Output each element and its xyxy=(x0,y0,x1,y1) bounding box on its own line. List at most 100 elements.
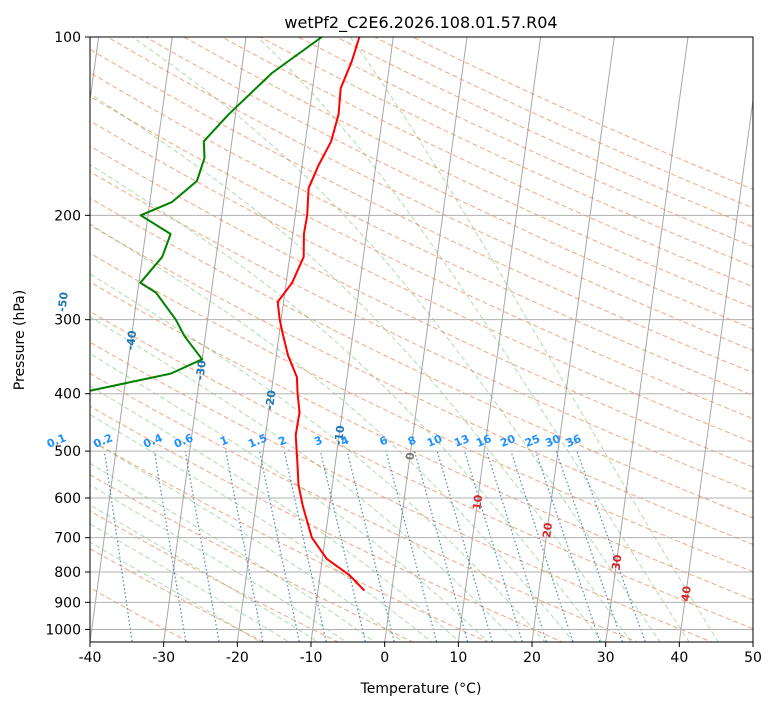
x-tick-label: 40 xyxy=(670,650,688,666)
isotherm-label: 30 xyxy=(610,553,625,570)
dry-adiabat xyxy=(90,95,753,420)
x-tick-label: -20 xyxy=(226,650,249,666)
y-axis-label: Pressure (hPa) xyxy=(12,290,28,390)
dry-adiabat xyxy=(90,587,190,642)
dry-adiabat xyxy=(90,72,753,396)
y-tick-label: 700 xyxy=(54,531,81,547)
x-tick-label: 20 xyxy=(523,650,541,666)
mixing-ratio-label: 13 xyxy=(452,432,471,450)
y-tick-label: 100 xyxy=(54,30,81,46)
mixing-ratio-line xyxy=(535,450,601,642)
dry-adiabat xyxy=(90,224,753,545)
background-lines xyxy=(58,37,753,649)
moist-adiabat xyxy=(349,37,719,642)
mixing-ratio-line xyxy=(103,451,133,642)
grid-lines xyxy=(90,37,753,642)
chart-title: wetPf2_C2E6.2026.108.01.57.R04 xyxy=(284,13,557,33)
moist-adiabat xyxy=(131,37,661,642)
moist-adiabat xyxy=(256,37,690,642)
x-tick-label: 10 xyxy=(449,650,467,666)
isotherm-label: -40 xyxy=(124,329,140,351)
x-axis-label: Temperature (°C) xyxy=(360,681,482,697)
isotherm xyxy=(752,638,753,642)
isotherm xyxy=(384,37,468,642)
isotherm xyxy=(90,37,100,104)
x-tick-label: 50 xyxy=(744,650,762,666)
y-tick-label: 800 xyxy=(54,565,81,581)
dry-adiabat xyxy=(144,37,753,330)
mixing-ratio-label: 8 xyxy=(406,434,418,449)
isotherm-label: -50 xyxy=(55,291,71,313)
dry-adiabat xyxy=(90,171,753,493)
mixing-ratio-line xyxy=(184,450,220,642)
isotherm xyxy=(310,37,394,642)
isotherm xyxy=(457,37,542,642)
y-tick-label: 1000 xyxy=(45,622,81,638)
y-tick-label: 200 xyxy=(54,208,81,224)
line-labels: -100-90-80-70-60-50-40-30-20-10010203040… xyxy=(0,251,694,602)
mixing-ratio-line xyxy=(258,450,301,642)
dry-adiabat xyxy=(90,474,415,642)
moist-adiabat xyxy=(90,93,632,642)
isotherm-label: -20 xyxy=(263,389,279,411)
isotherm-label: 10 xyxy=(470,494,485,511)
x-tick-label: -10 xyxy=(300,650,323,666)
dry-adiabat xyxy=(90,548,265,642)
mixing-ratio-label: 30 xyxy=(543,432,562,450)
isotherm xyxy=(605,37,689,642)
isotherm xyxy=(90,37,173,642)
mixing-ratio-line xyxy=(225,450,264,642)
isotherm-label: 40 xyxy=(679,585,694,602)
mixing-ratio-line xyxy=(283,450,327,642)
isotherm-label: 0 xyxy=(403,451,417,461)
mixing-ratio-line xyxy=(486,450,548,642)
moist-adiabat xyxy=(90,385,461,642)
dry-adiabat xyxy=(90,341,714,642)
moist-adiabat xyxy=(90,484,348,642)
dry-adiabat xyxy=(90,439,489,642)
isotherm-label: 20 xyxy=(540,521,555,538)
isotherm-label: -30 xyxy=(193,359,209,381)
dry-adiabat xyxy=(90,373,639,642)
dry-adiabat xyxy=(90,145,753,468)
plot-frame xyxy=(89,36,754,643)
temperature-profile xyxy=(276,37,366,592)
mixing-ratio-line xyxy=(464,450,523,642)
mixing-ratio-line xyxy=(576,450,646,642)
mixing-ratio-label: 3 xyxy=(312,434,324,449)
dry-adiabat xyxy=(90,48,753,374)
plot-background xyxy=(90,37,753,642)
moist-adiabat xyxy=(90,439,404,642)
dry-adiabat xyxy=(90,310,753,630)
moist-adiabat xyxy=(90,353,489,642)
x-tick-label: 30 xyxy=(597,650,615,666)
dry-adiabat xyxy=(106,37,753,352)
mixing-ratio-label: 2 xyxy=(276,434,288,449)
mixing-ratio-line xyxy=(58,451,83,649)
moist-adiabat xyxy=(90,413,433,642)
isotherm-label: -10 xyxy=(332,424,348,446)
mixing-ratio-label: 1 xyxy=(218,434,230,449)
isotherm xyxy=(678,96,753,642)
y-tick-label: 500 xyxy=(54,444,81,460)
moist-adiabat xyxy=(90,462,376,642)
mixing-ratio-label: 20 xyxy=(498,432,517,450)
mixing-ratio-line xyxy=(153,451,187,642)
x-tick-label: 0 xyxy=(380,650,389,666)
dry-adiabat xyxy=(90,405,564,642)
moist-adiabat xyxy=(90,223,575,642)
mixing-ratio-label: 25 xyxy=(523,432,542,450)
mixing-ratio-label: 36 xyxy=(564,432,583,450)
axis-ticks: -40 -30 -20 -10 0 10 20 30 40 5010020030040050060… xyxy=(45,30,762,666)
mixing-ratio-line xyxy=(555,450,624,642)
dry-adiabat xyxy=(182,37,753,309)
moist-adiabat xyxy=(90,273,546,642)
y-tick-label: 600 xyxy=(54,491,81,507)
moist-adiabat xyxy=(90,163,603,642)
mixing-ratio-label: 10 xyxy=(425,432,444,450)
y-tick-label: 300 xyxy=(54,313,81,329)
dry-adiabat xyxy=(220,37,753,288)
dry-adiabat xyxy=(90,197,753,519)
moist-adiabat xyxy=(90,541,262,642)
y-tick-label: 400 xyxy=(54,387,81,403)
